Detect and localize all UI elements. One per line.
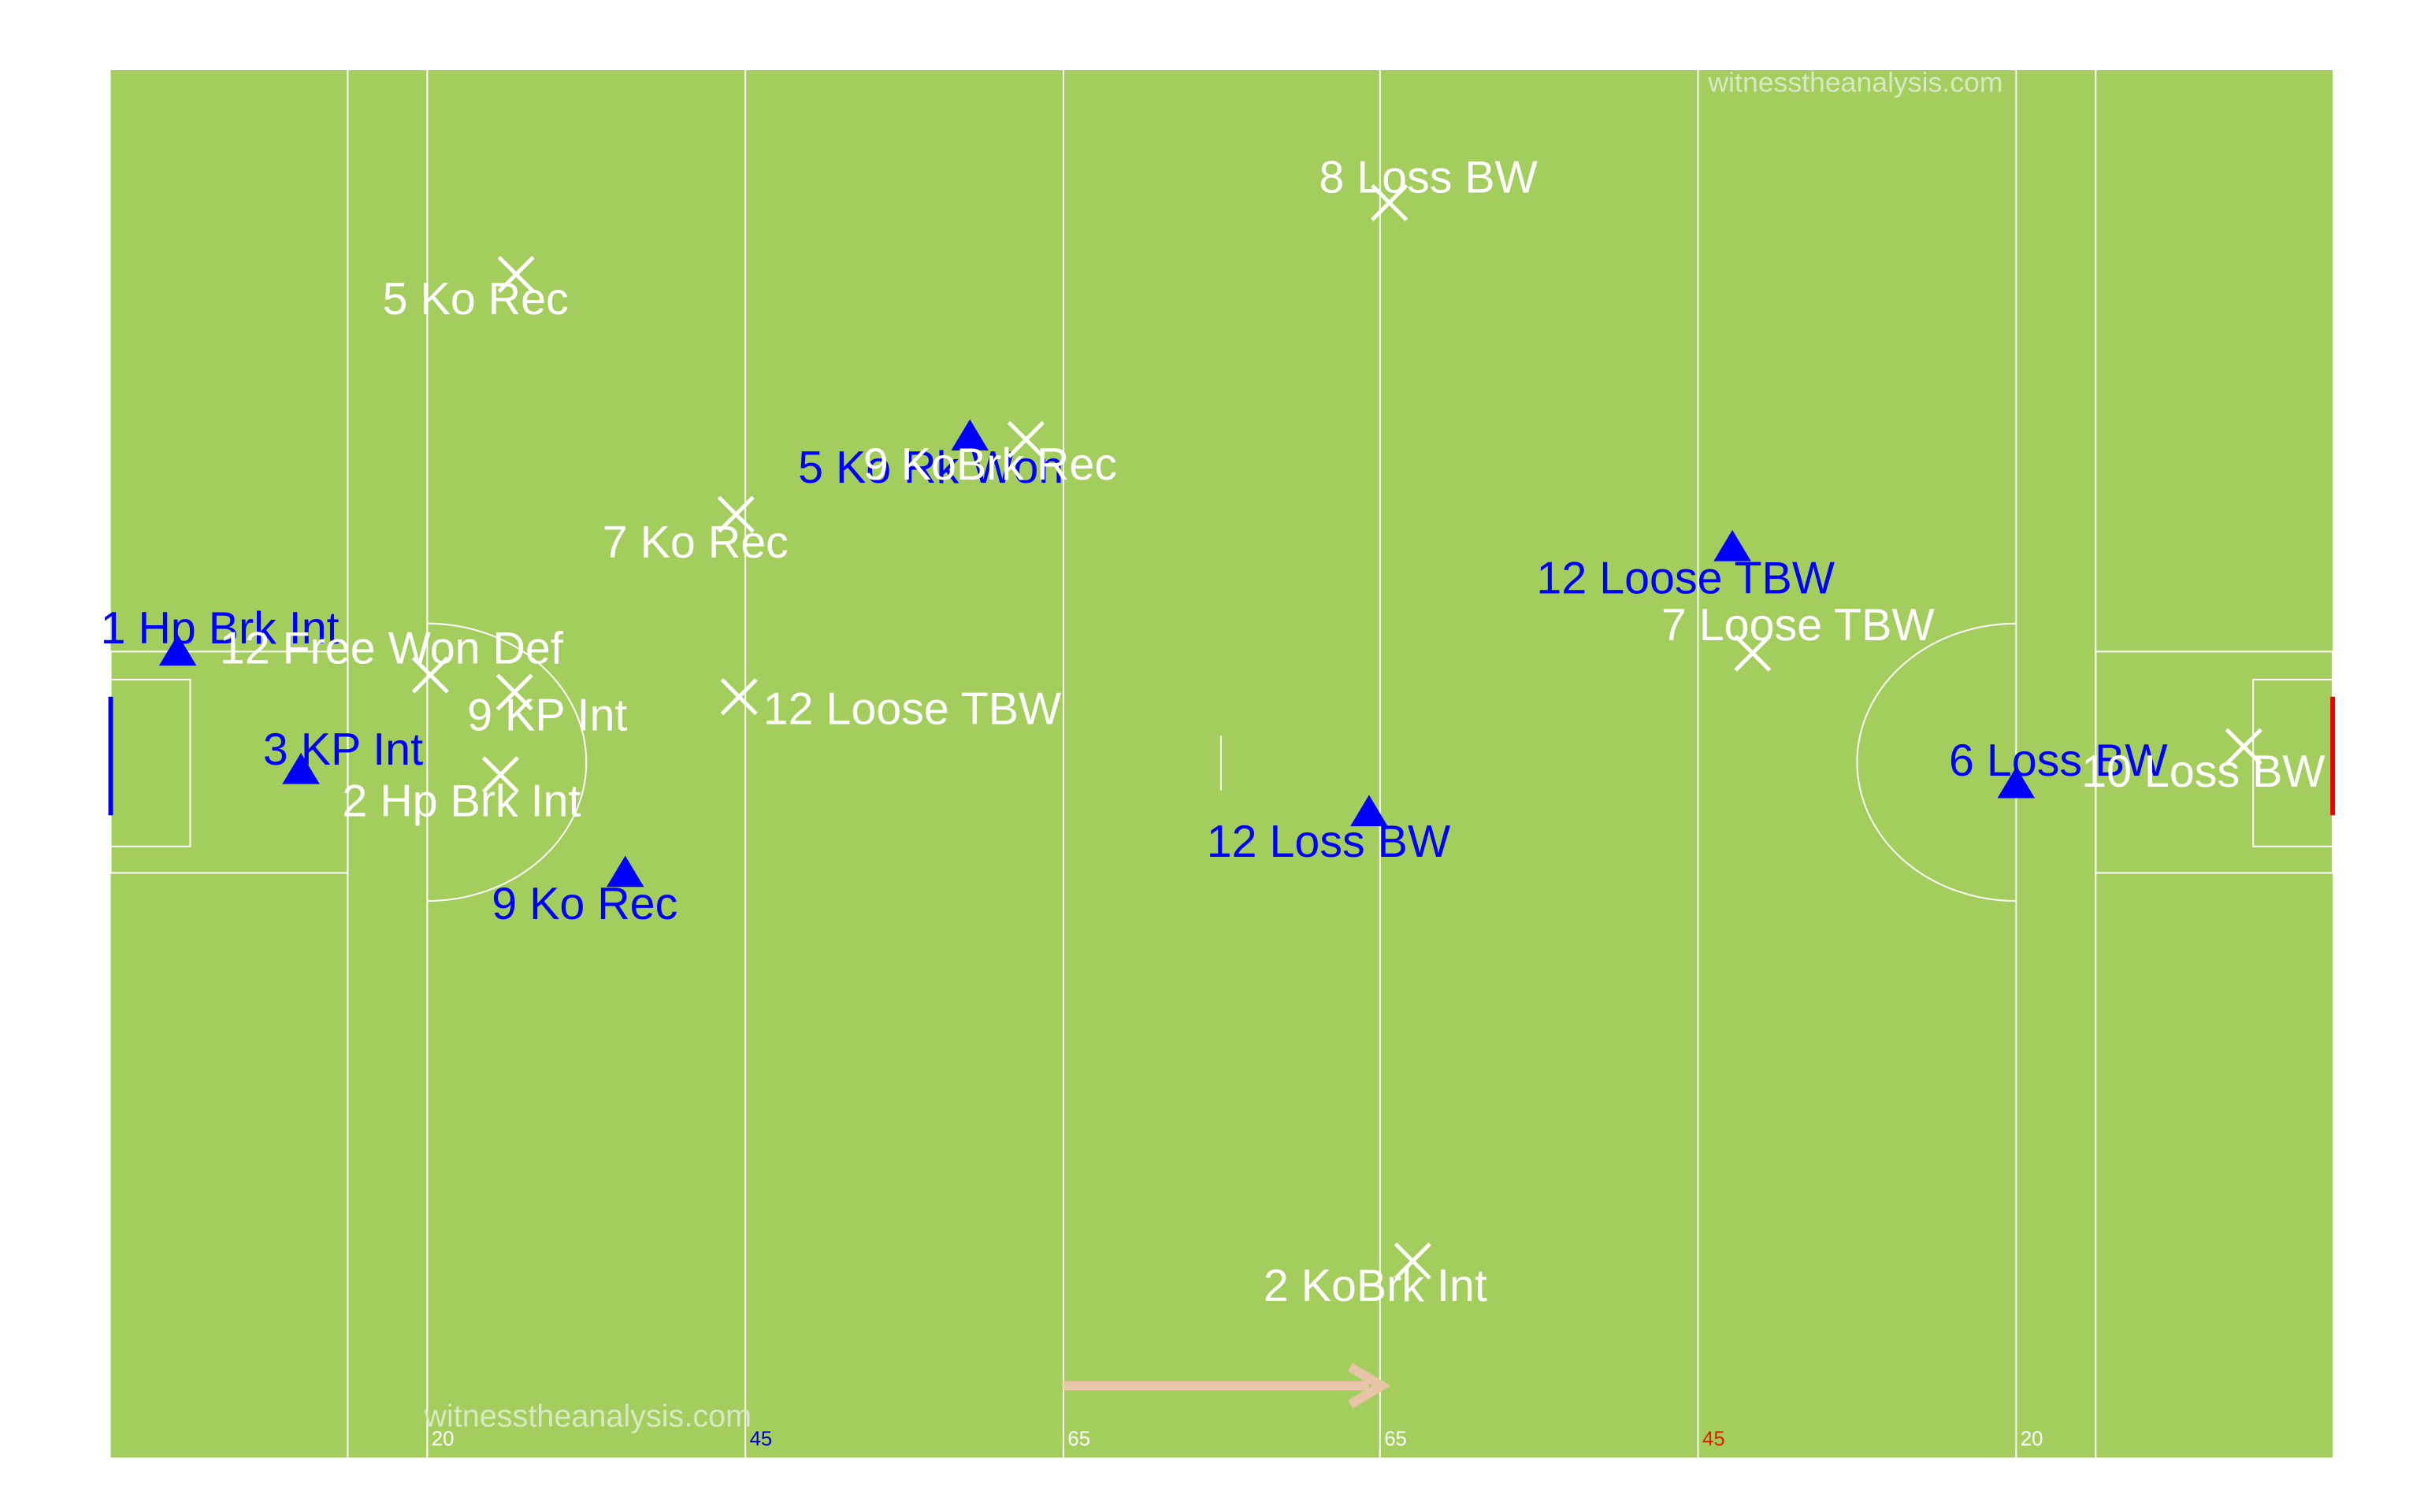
cross-marker bbox=[1394, 1242, 1431, 1280]
point-label: 12 Loose TBW bbox=[763, 684, 1062, 735]
cross-marker bbox=[1371, 183, 1409, 221]
point-label: 12 Loose TBW bbox=[1536, 553, 1835, 603]
x-tick-label: 20 bbox=[432, 1429, 455, 1451]
cross-marker bbox=[496, 673, 533, 711]
point-label: 6 Loss BW bbox=[1949, 736, 2167, 786]
triangle-marker bbox=[606, 855, 644, 888]
pitch-lines bbox=[108, 70, 2336, 1458]
cross-marker bbox=[481, 756, 519, 794]
x-tick-label: 45 bbox=[750, 1429, 773, 1451]
cross-marker bbox=[2225, 728, 2262, 765]
point-label: 10 Loss BW bbox=[2081, 747, 2325, 797]
triangle-marker bbox=[951, 419, 989, 451]
point-label: 7 Ko Rec bbox=[603, 517, 789, 568]
point-label: 12 Loss BW bbox=[1207, 817, 1450, 867]
watermark: witnesstheanalysis.com bbox=[1707, 66, 2002, 98]
point-label: 3 KP Int bbox=[263, 724, 423, 775]
triangle-marker bbox=[1713, 529, 1751, 561]
point-label: 7 Loose TBW bbox=[1661, 600, 1935, 650]
point-label: 9 KP Int bbox=[467, 691, 627, 741]
x-tick-label: 20 bbox=[2021, 1429, 2043, 1451]
cross-marker bbox=[720, 678, 758, 716]
point-label: 5 Ko Rec bbox=[383, 274, 569, 324]
point-label: 8 Loss BW bbox=[1319, 153, 1537, 203]
watermark: witnesstheanalysis.com bbox=[423, 1399, 752, 1434]
cross-marker bbox=[1734, 634, 1772, 672]
cross-marker bbox=[497, 255, 535, 293]
triangle-marker bbox=[282, 753, 320, 784]
point-label: 5 Ko Rk Won bbox=[798, 443, 1063, 493]
cross-marker bbox=[1007, 421, 1045, 458]
x-tick-label: 65 bbox=[1067, 1429, 1090, 1451]
triangle-marker bbox=[158, 634, 197, 666]
point-label: 9 KoBrk Rec bbox=[863, 439, 1117, 490]
cross-marker bbox=[411, 656, 449, 694]
x-tick-label: 45 bbox=[1702, 1429, 1725, 1451]
triangle-marker bbox=[1350, 795, 1388, 827]
triangle-marker bbox=[1997, 766, 2036, 799]
point-label: 2 KoBrk Int bbox=[1264, 1261, 1487, 1311]
point-label: 9 Ko Rec bbox=[492, 879, 677, 929]
point-label: 12 Free Won Def bbox=[220, 624, 564, 674]
x-tick-label: 65 bbox=[1384, 1429, 1407, 1451]
point-label: 2 Hp Brk Int bbox=[342, 776, 581, 827]
cross-marker bbox=[717, 495, 755, 533]
point-label: 1 Hp Brk Int bbox=[101, 603, 340, 654]
